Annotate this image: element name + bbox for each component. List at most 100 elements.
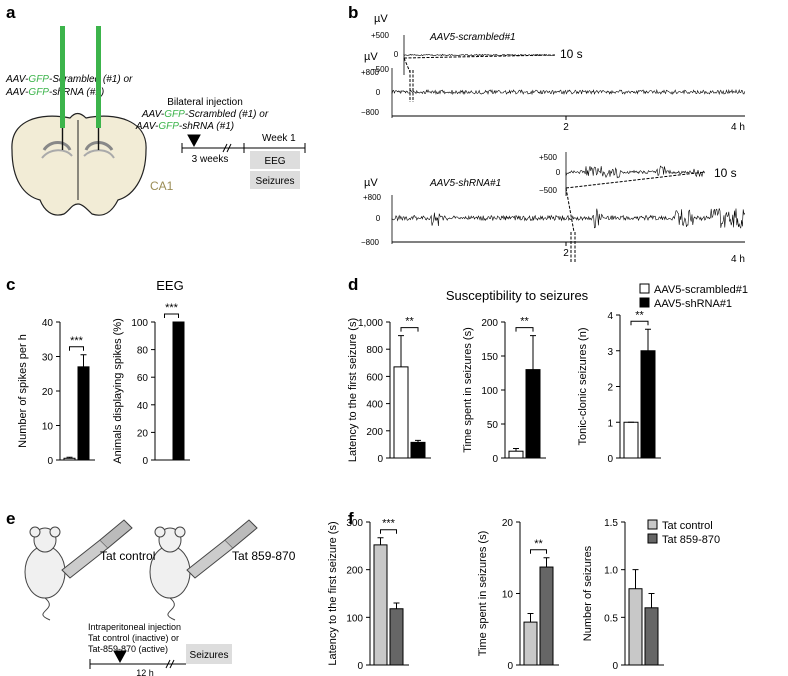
significance-bracket	[630, 320, 649, 326]
y-tick-label: 1	[607, 418, 613, 429]
y-axis-label: Animals displaying spikes (%)	[112, 318, 124, 464]
y-tick-label: 4	[607, 311, 613, 322]
trace-tick: +800	[363, 193, 382, 202]
box	[250, 171, 300, 189]
bar	[410, 441, 426, 459]
y-tick-label: 10	[42, 422, 54, 433]
t: -Scrambled (#1) or	[185, 109, 269, 120]
legend-label: Tat 859-870	[662, 534, 720, 546]
bar	[628, 588, 643, 666]
significance-bracket	[515, 327, 534, 332]
legend-label: AAV5-shRNA#1	[654, 298, 732, 310]
error-bar	[393, 602, 400, 609]
mice	[24, 519, 258, 621]
y-tick-label: 200	[366, 427, 383, 438]
error-bar	[530, 335, 536, 370]
y-tick-label: 0	[492, 454, 498, 465]
panel-title: EEG	[156, 278, 183, 293]
y-tick-label: 0	[47, 456, 53, 467]
eeg-trace	[391, 208, 746, 229]
bar	[523, 621, 538, 666]
trace-tick: 0	[376, 214, 381, 223]
y-tick-label: 3	[607, 347, 613, 358]
bar	[640, 350, 656, 459]
y-tick-label: 40	[137, 401, 149, 412]
panel-label: e	[6, 509, 15, 528]
y-tick-label: 20	[502, 518, 514, 529]
panel-label: c	[6, 275, 15, 294]
group-label: Tat control	[100, 549, 155, 563]
y-tick-label: 200	[346, 566, 363, 577]
y-tick-label: 600	[366, 372, 383, 383]
y-tick-label: 100	[346, 613, 363, 624]
trace-tick: −800	[361, 238, 380, 247]
y-axis-label: Latency to the first seizure (s)	[327, 521, 339, 665]
significance-bracket	[164, 313, 179, 318]
bar	[644, 607, 659, 666]
panel-title: Susceptibility to seizures	[446, 288, 589, 303]
legend-label: AAV5-scrambled#1	[654, 284, 748, 296]
legend-label: Tat control	[662, 520, 713, 532]
error-bar	[645, 328, 651, 351]
protocol: Intraperitoneal injection	[88, 622, 181, 632]
trace-tick: 0	[376, 88, 381, 97]
eeg-traces	[391, 35, 746, 262]
week-label: Week 1	[262, 133, 296, 144]
error-bar	[543, 557, 550, 568]
y-tick-label: 1,000	[358, 318, 383, 329]
significance-label: **	[534, 538, 543, 550]
time-tick: 2	[563, 122, 569, 133]
trace-tick: −800	[361, 108, 380, 117]
y-tick-label: 2	[607, 383, 613, 394]
box-label: EEG	[264, 156, 285, 167]
panel-label: a	[6, 3, 16, 22]
region-label: CA1	[150, 179, 174, 193]
error-bar	[377, 537, 384, 545]
t: AAV-	[5, 74, 29, 85]
bar	[172, 321, 185, 461]
y-tick-label: 1.0	[604, 566, 618, 577]
trace-label: AAV5-shRNA#1	[429, 178, 501, 189]
t: -Scrambled (#1) or	[49, 74, 133, 85]
y-tick-label: 0	[377, 454, 383, 465]
y-axis-label: Number of seizures	[582, 545, 594, 641]
y-tick-label: 100	[481, 386, 498, 397]
time-tick: 4 h	[731, 254, 745, 265]
bar	[539, 566, 554, 666]
panel-label: d	[348, 275, 358, 294]
y-tick-label: 300	[346, 518, 363, 529]
time-tick: 2	[563, 248, 569, 259]
y-tick-label: 1.5	[604, 518, 618, 529]
time-tick: 4 h	[731, 122, 745, 133]
bar	[525, 369, 541, 459]
significance-label: ***	[70, 335, 84, 347]
panel-label: f	[348, 509, 354, 528]
significance-label: **	[405, 316, 414, 328]
y-tick-label: 0	[142, 456, 148, 467]
t: -shRNA (#1)	[49, 87, 104, 98]
t: GFP	[164, 109, 185, 120]
y-tick-label: 100	[131, 318, 148, 329]
y-tick-label: 200	[481, 318, 498, 329]
legend-swatch	[647, 533, 658, 544]
interval-label: 12 h	[136, 668, 154, 676]
error-bar	[632, 569, 639, 589]
y-tick-label: 50	[487, 420, 499, 431]
bar	[63, 457, 76, 461]
y-axis-label: Time spent in seizures (s)	[477, 531, 489, 657]
zoom-lines	[565, 171, 706, 262]
timeline-title: Bilateral injection	[167, 97, 243, 108]
trace-tick: −500	[371, 65, 390, 74]
box-label: Seizures	[190, 650, 229, 661]
error-bar	[648, 593, 655, 608]
trace-tick: 0	[556, 168, 561, 177]
significance-label: **	[635, 309, 644, 321]
interval-label: 3 weeks	[192, 154, 229, 165]
y-tick-label: 20	[42, 387, 54, 398]
unit: µV	[374, 13, 388, 25]
significance-label: ***	[382, 518, 396, 530]
y-axis-label: Tonic-clonic seizures (n)	[577, 328, 589, 446]
eeg-trace	[565, 165, 705, 179]
legend-swatch	[647, 519, 658, 530]
